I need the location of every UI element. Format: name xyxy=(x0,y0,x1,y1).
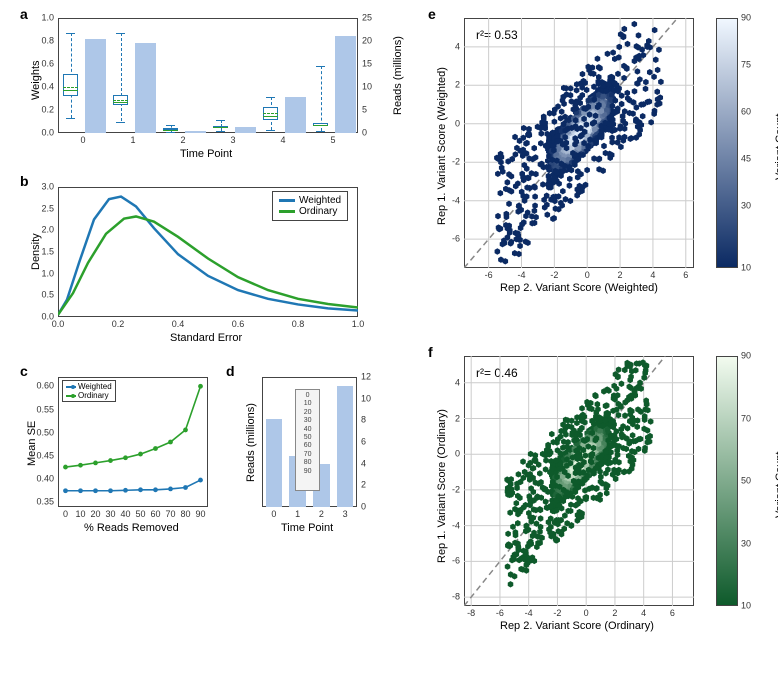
panel-f-xlabel: Rep 2. Variant Score (Ordinary) xyxy=(500,620,654,632)
panel-e-colorbar-label: Variant Count xyxy=(774,114,778,180)
panel-label-f: f xyxy=(428,344,433,360)
panel-e-ylabel: Rep 1. Variant Score (Weighted) xyxy=(436,67,448,225)
panel-label-c: c xyxy=(20,363,28,379)
panel-d-xlabel: Time Point xyxy=(281,522,333,534)
panel-a-ylabel-left: Weights xyxy=(30,60,42,100)
panel-c-xlabel: % Reads Removed xyxy=(84,522,179,534)
panel-label-d: d xyxy=(226,363,235,379)
panel-d-threshold-slider[interactable]: 0102030405060708090 xyxy=(295,389,320,491)
panel-b-ylabel: Density xyxy=(30,233,42,270)
panel-e-xlabel: Rep 2. Variant Score (Weighted) xyxy=(500,282,658,294)
panel-label-a: a xyxy=(20,6,28,22)
panel-label-b: b xyxy=(20,173,29,189)
panel-f-colorbar xyxy=(716,356,738,606)
figure-root: a b c d e f Weights Reads (millions) Tim… xyxy=(0,0,778,691)
panel-f-hexbin xyxy=(464,356,694,606)
panel-e-hexbin xyxy=(464,18,694,268)
panel-f-colorbar-label: Variant Count xyxy=(774,452,778,518)
panel-a-xlabel: Time Point xyxy=(180,148,232,160)
panel-b-legend: WeightedOrdinary xyxy=(272,191,348,221)
panel-d-ylabel: Reads (millions) xyxy=(245,403,257,482)
panel-c-legend: WeightedOrdinary xyxy=(62,380,116,402)
panel-label-e: e xyxy=(428,6,436,22)
panel-b-xlabel: Standard Error xyxy=(170,332,242,344)
panel-f-ylabel: Rep 1. Variant Score (Ordinary) xyxy=(436,409,448,563)
panel-a-ylabel-right: Reads (millions) xyxy=(392,36,404,115)
panel-e-colorbar xyxy=(716,18,738,268)
